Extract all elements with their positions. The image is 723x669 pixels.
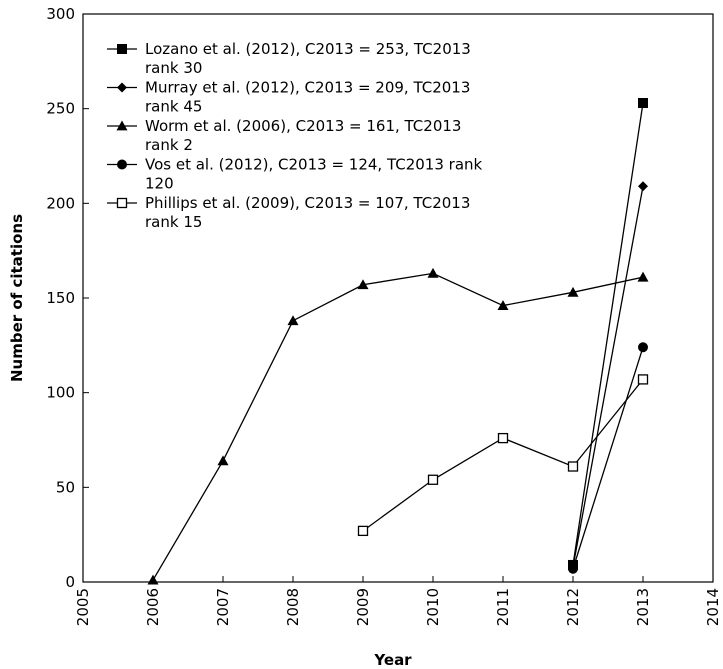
series-2-point-6 [567, 286, 579, 297]
series-line-2 [152, 272, 644, 581]
y-tick-label: 50 [56, 478, 75, 496]
legend-entry-0: Lozano et al. (2012), C2013 = 253, TC201… [107, 40, 471, 77]
y-tick-label: 250 [46, 100, 75, 118]
legend-marker [116, 197, 128, 209]
y-tick-label: 200 [46, 194, 75, 212]
y-tick-label: 100 [46, 384, 75, 402]
legend-label: Phillips et al. (2009), C2013 = 107, TC2… [145, 194, 470, 231]
legend-label: Worm et al. (2006), C2013 = 161, TC2013 r… [145, 117, 461, 154]
series-2-point-0 [147, 574, 159, 585]
series-1-point-1 [638, 181, 648, 192]
legend: Lozano et al. (2012), C2013 = 253, TC201… [107, 40, 483, 231]
series-lines [152, 102, 644, 581]
y-tick-label: 300 [46, 5, 75, 23]
legend-label: Vos et al. (2012), C2013 = 124, TC2013 r… [145, 156, 483, 193]
legend-entry-2: Worm et al. (2006), C2013 = 161, TC2013 r… [107, 117, 461, 154]
x-tick-label: 2014 [704, 588, 722, 626]
y-axis-title: Number of citations [8, 214, 26, 382]
legend-marker [116, 120, 128, 131]
legend-marker [117, 44, 127, 54]
y-tick-label: 0 [65, 573, 75, 591]
series-2-point-7 [637, 271, 649, 282]
legend-label: Lozano et al. (2012), C2013 = 253, TC201… [145, 40, 471, 77]
series-line-0 [572, 102, 644, 566]
x-tick-label: 2012 [564, 588, 582, 626]
legend-label: Murray et al. (2012), C2013 = 209, TC201… [145, 79, 470, 116]
series-2-point-3 [357, 279, 369, 290]
x-axis-title: Year [373, 651, 412, 669]
x-axis: 2005 2006 2007 2008 2009 2010 2011 2012 2013 2014 [74, 576, 722, 626]
x-tick-label: 2013 [634, 588, 652, 626]
x-tick-label: 2005 [74, 588, 92, 626]
series-3-point-0 [568, 563, 578, 574]
series-2-point-5 [497, 300, 509, 310]
series-4-point-3 [567, 461, 579, 472]
series-3-point-1 [638, 342, 648, 353]
series-4-point-2 [497, 432, 509, 444]
series-2-point-1 [217, 455, 229, 466]
series-0-point-1 [638, 97, 648, 108]
series-line-4 [362, 379, 644, 532]
series-line-3 [572, 347, 644, 569]
x-tick-label: 2007 [214, 588, 232, 626]
series-2-point-2 [287, 315, 299, 326]
series-4-point-1 [427, 474, 439, 485]
x-tick-label: 2011 [494, 588, 512, 626]
series-markers [147, 97, 649, 585]
x-tick-label: 2009 [354, 588, 372, 626]
series-2-point-4 [427, 267, 439, 278]
series-4-point-0 [357, 525, 369, 537]
legend-entry-4: Phillips et al. (2009), C2013 = 107, TC2… [107, 194, 470, 231]
legend-marker [117, 159, 127, 170]
series-line-1 [572, 186, 644, 567]
legend-entry-3: Vos et al. (2012), C2013 = 124, TC2013 r… [107, 156, 483, 193]
x-tick-label: 2010 [424, 588, 442, 626]
y-axis: 0 50 100 150 200 250 300 [46, 5, 89, 591]
x-tick-label: 2008 [284, 588, 302, 626]
legend-marker [117, 82, 127, 93]
series-4-point-4 [637, 374, 649, 385]
y-tick-label: 150 [46, 289, 75, 307]
x-tick-label: 2006 [144, 588, 162, 626]
legend-entry-1: Murray et al. (2012), C2013 = 209, TC201… [107, 79, 470, 116]
